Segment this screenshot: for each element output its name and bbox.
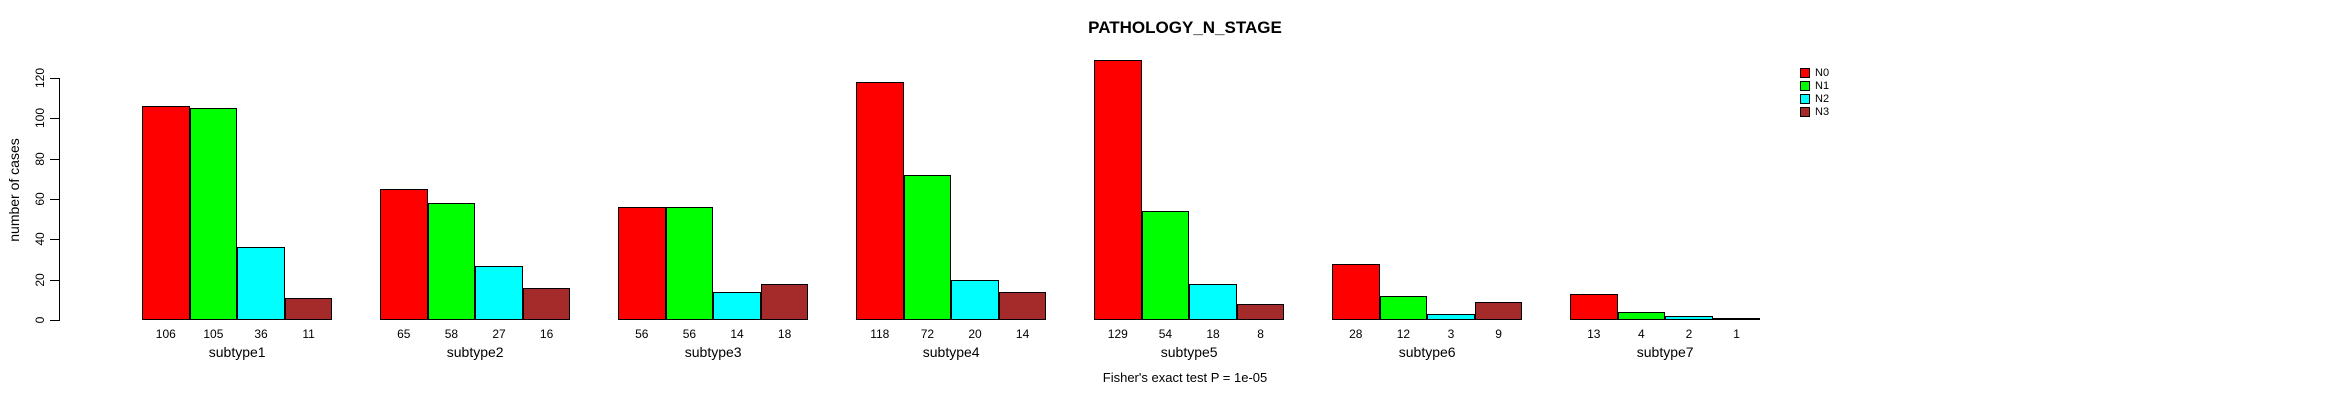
bar-N1-subtype6 [1379,295,1428,320]
y-tick-mark [50,279,59,281]
bar-N2-subtype5 [1189,283,1237,320]
bar-value-label: 14 [1015,327,1030,341]
y-tick-label: 100 [33,108,47,129]
legend-item-N0: N0 [1800,66,1830,79]
bar-N1-subtype7 [1617,311,1666,320]
legend-item-N3: N3 [1800,105,1830,118]
y-tick-label: 120 [33,67,47,89]
x-category-label: subtype3 [684,344,742,360]
bar-N1-subtype4 [903,174,952,320]
bar-value-label: 11 [302,327,315,341]
y-tick-mark [50,158,59,160]
bar-value-label: 18 [1206,327,1220,341]
bar-value-label: 72 [920,327,935,341]
bar-N0-subtype2 [380,188,428,320]
bar-value-label: 2 [1685,327,1693,341]
bar-N3-subtype3 [760,283,809,320]
bar-value-label: 36 [254,327,268,341]
bar-value-label: 27 [492,327,506,341]
y-tick-mark [50,118,59,120]
fisher-test-note: Fisher's exact test P = 1e-05 [1102,370,1268,385]
bar-N1-subtype1 [189,108,238,320]
bar-N2-subtype6 [1427,313,1475,320]
x-category-label: subtype7 [1636,344,1694,360]
bar-N0-subtype7 [1570,293,1618,320]
bar-value-label: 12 [1396,327,1411,341]
bar-value-label: 13 [1587,327,1601,341]
y-tick-label: 20 [33,272,47,287]
bar-N3-subtype5 [1236,303,1285,320]
x-category-label: subtype2 [446,344,504,360]
bar-N1-subtype3 [665,207,714,320]
bar-N0-subtype4 [856,82,904,320]
bar-value-label: 65 [397,327,411,341]
legend-label: N0 [1815,66,1830,79]
bar-N0-subtype6 [1332,263,1380,320]
bar-N2-subtype2 [475,265,523,320]
bar-N3-subtype4 [998,291,1047,320]
legend-item-N1: N1 [1800,79,1830,92]
bar-value-label: 54 [1158,327,1173,341]
y-tick-mark [50,239,59,241]
bar-value-label: 3 [1447,327,1455,341]
bar-value-label: 105 [203,327,224,341]
legend-swatch [1800,80,1810,91]
bar-value-label: 4 [1638,327,1645,341]
bar-value-label: 56 [682,327,697,341]
bar-N2-subtype4 [951,279,999,320]
y-tick-label: 40 [33,232,47,247]
y-tick-label: 60 [33,192,47,206]
bar-N2-subtype3 [713,291,761,320]
legend-label: N1 [1815,79,1830,92]
x-category-label: subtype1 [208,344,266,360]
bar-value-label: 14 [730,327,744,341]
y-tick-label: 80 [33,151,47,166]
chart-title: PATHOLOGY_N_STAGE [1088,18,1282,37]
x-category-label: subtype6 [1398,344,1456,360]
bar-N1-subtype2 [427,203,476,320]
bar-N3-subtype1 [284,297,333,320]
bar-N3-subtype2 [522,287,571,320]
y-axis-line [59,78,60,321]
bar-value-label: 56 [635,327,649,341]
y-tick-mark [50,78,59,79]
bar-value-label: 18 [777,327,792,341]
legend-swatch [1800,106,1810,117]
y-axis-title: number of cases [6,138,22,242]
bar-value-label: 118 [870,327,890,341]
bar-N0-subtype3 [618,207,666,320]
x-category-label: subtype4 [922,344,980,360]
bar-value-label: 9 [1495,327,1502,341]
bar-value-label: 129 [1107,327,1128,341]
bar-N3-subtype7 [1712,317,1761,320]
bar-N2-subtype1 [237,247,285,320]
bar-value-label: 1 [1733,327,1740,341]
bar-value-label: 20 [968,327,982,341]
legend-label: N2 [1815,92,1830,105]
bar-N0-subtype5 [1094,59,1142,320]
bar-value-label: 8 [1257,327,1264,341]
legend-swatch [1800,67,1810,78]
x-category-label: subtype5 [1160,344,1218,360]
bar-value-label: 58 [444,327,459,341]
bar-value-label: 16 [539,327,554,341]
bar-value-label: 28 [1349,327,1363,341]
legend-item-N2: N2 [1800,92,1830,105]
bar-value-label: 106 [155,327,176,341]
bar-N2-subtype7 [1665,315,1713,320]
bar-N0-subtype1 [142,106,190,320]
y-tick-label: 0 [33,316,47,324]
bar-N3-subtype6 [1474,301,1523,320]
legend-swatch [1800,93,1810,104]
bar-N1-subtype5 [1141,211,1190,320]
legend-label: N3 [1815,105,1830,118]
y-tick-mark [50,199,59,200]
y-tick-mark [50,320,59,321]
